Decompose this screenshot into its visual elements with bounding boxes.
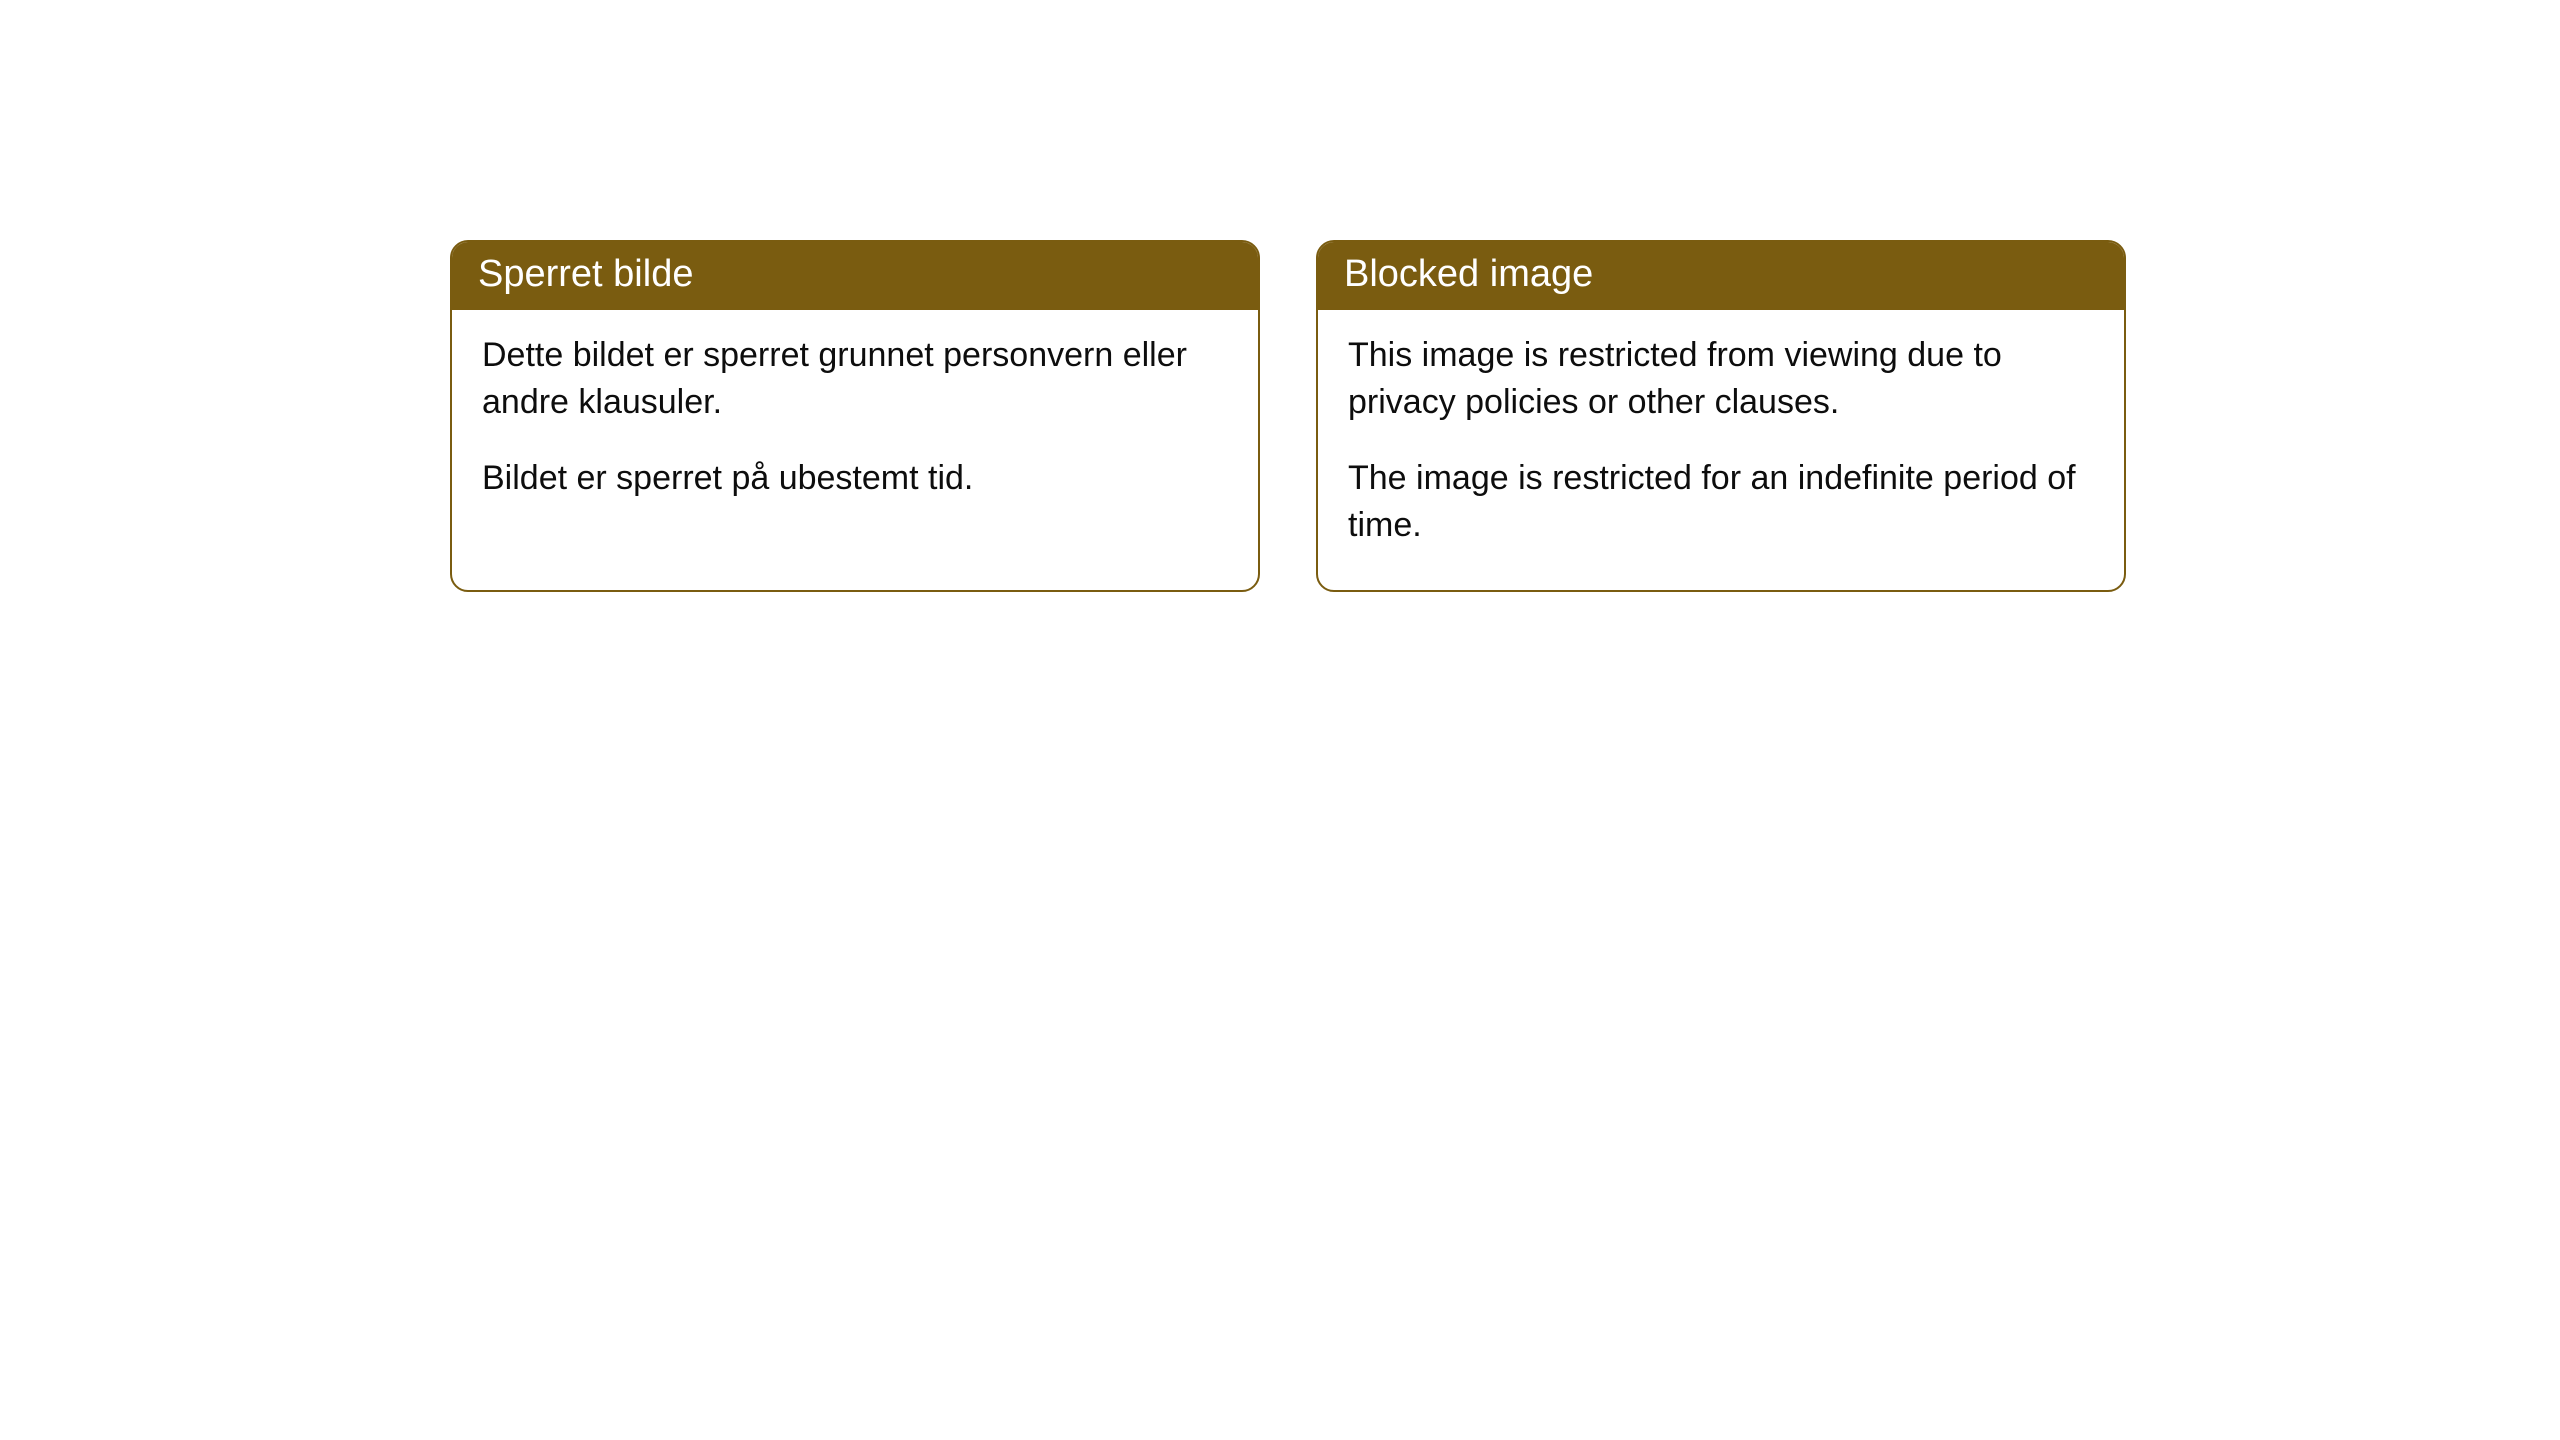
- card-body-english: This image is restricted from viewing du…: [1318, 310, 2124, 590]
- card-norwegian: Sperret bilde Dette bildet er sperret gr…: [450, 240, 1260, 592]
- card-text-norwegian-1: Dette bildet er sperret grunnet personve…: [482, 332, 1228, 427]
- notice-cards-container: Sperret bilde Dette bildet er sperret gr…: [450, 240, 2126, 592]
- card-body-norwegian: Dette bildet er sperret grunnet personve…: [452, 310, 1258, 543]
- card-title-norwegian: Sperret bilde: [478, 253, 693, 295]
- card-title-english: Blocked image: [1344, 253, 1593, 295]
- card-text-english-2: The image is restricted for an indefinit…: [1348, 455, 2094, 550]
- card-header-norwegian: Sperret bilde: [452, 242, 1258, 310]
- card-text-norwegian-2: Bildet er sperret på ubestemt tid.: [482, 455, 1228, 503]
- card-header-english: Blocked image: [1318, 242, 2124, 310]
- card-english: Blocked image This image is restricted f…: [1316, 240, 2126, 592]
- card-text-english-1: This image is restricted from viewing du…: [1348, 332, 2094, 427]
